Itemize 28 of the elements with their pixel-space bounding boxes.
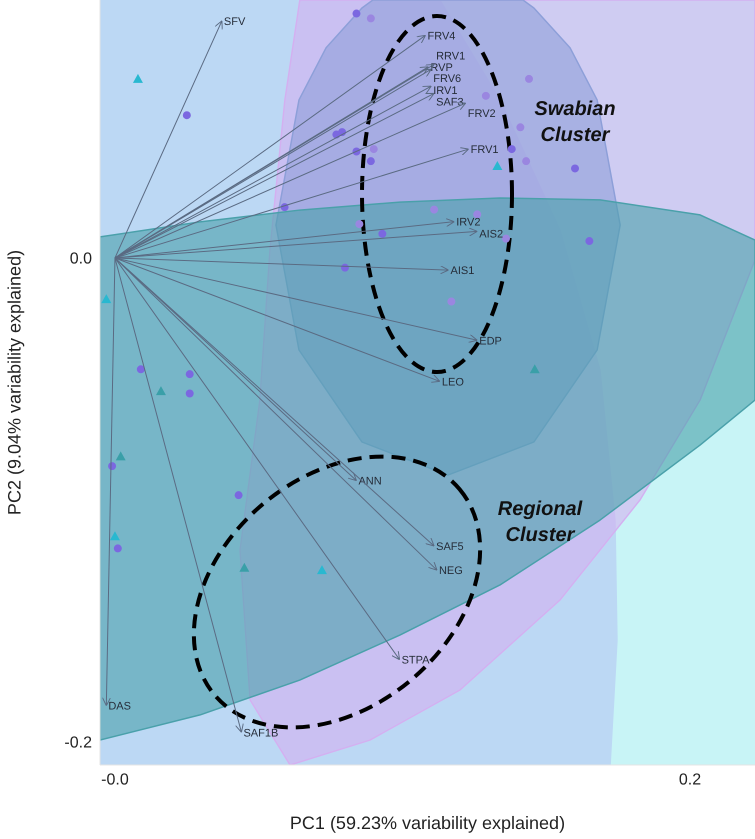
series-label: FRV1: [470, 144, 499, 156]
y-tick-label: -0.2: [64, 734, 92, 752]
series-label: ANN: [358, 476, 382, 488]
series-label: FRV4: [427, 30, 456, 42]
series-label: RVP: [430, 62, 453, 74]
series-label: AIS1: [450, 265, 474, 278]
x-tick-label: -0.0: [101, 771, 129, 788]
series-label: FRV6: [433, 73, 462, 86]
series-label: RRV1: [436, 50, 466, 62]
x-axis-title: PC1 (59.23% variability explained): [290, 813, 566, 833]
series-label: SAF3: [436, 96, 464, 108]
y-axis-title: PC2 (9.04% variability explained): [4, 250, 24, 516]
series-label: IRV2: [456, 216, 481, 229]
annotation: Regional Cluster: [498, 498, 583, 546]
series-label: SAF5: [436, 540, 464, 553]
series-label: FRV2: [468, 108, 496, 120]
series-label: IRV1: [433, 85, 458, 98]
series-label: DAS: [108, 700, 131, 713]
series-label: EDP: [479, 335, 502, 348]
y-tick-label: 0.0: [70, 250, 92, 268]
series-label: NEG: [438, 565, 463, 578]
series-label: STPA: [402, 654, 430, 667]
series-label: AIS2: [479, 228, 504, 240]
x-tick-label: 0.2: [678, 771, 702, 788]
series-label: LEO: [442, 376, 464, 388]
series-label: SAF1B: [243, 727, 278, 740]
annotation: Swabian Cluster: [534, 98, 616, 146]
series-label: SFV: [224, 16, 246, 28]
